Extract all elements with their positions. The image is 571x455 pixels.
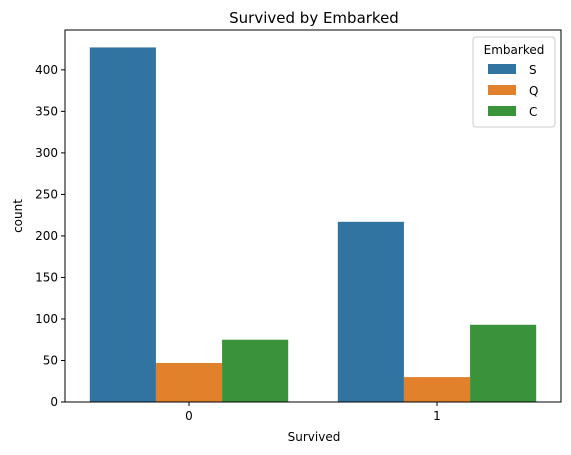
y-tick-label: 0 — [50, 395, 58, 409]
bar-Q-1 — [403, 377, 471, 402]
y-axis-label: count — [11, 199, 25, 233]
bar-C-0 — [222, 339, 289, 402]
x-axis-label: Survived — [288, 430, 341, 444]
legend-box — [472, 36, 556, 128]
legend-label-S: S — [529, 63, 537, 77]
legend-swatch-S — [488, 64, 516, 74]
x-tick-label: 0 — [185, 409, 193, 423]
bar-C-1 — [470, 324, 537, 402]
y-tick-label: 300 — [35, 146, 58, 160]
plot-frame — [64, 29, 562, 403]
x-tick-label: 1 — [433, 409, 441, 423]
y-tick-label: 250 — [35, 187, 58, 201]
legend-swatch-Q — [488, 85, 516, 95]
legend: Embarked SQC — [472, 36, 556, 128]
y-tick-label: 350 — [35, 104, 58, 118]
legend-label-Q: Q — [529, 84, 538, 98]
y-tick-label: 100 — [35, 312, 58, 326]
chart-title: Survived by Embarked — [229, 9, 399, 27]
legend-title: Embarked — [484, 43, 545, 57]
bar-S-0 — [89, 47, 156, 402]
y-tick-label: 150 — [35, 270, 58, 284]
bar-Q-0 — [155, 362, 223, 402]
legend-swatch-C — [488, 106, 516, 116]
plot-area: 0 50 100 150 200 250 300 350 400 0 1 — [35, 47, 537, 423]
y-tick-label: 400 — [35, 63, 58, 77]
bar-S-1 — [337, 221, 404, 402]
y-tick-label: 50 — [43, 353, 58, 367]
legend-label-C: C — [529, 105, 537, 119]
y-tick-label: 200 — [35, 229, 58, 243]
